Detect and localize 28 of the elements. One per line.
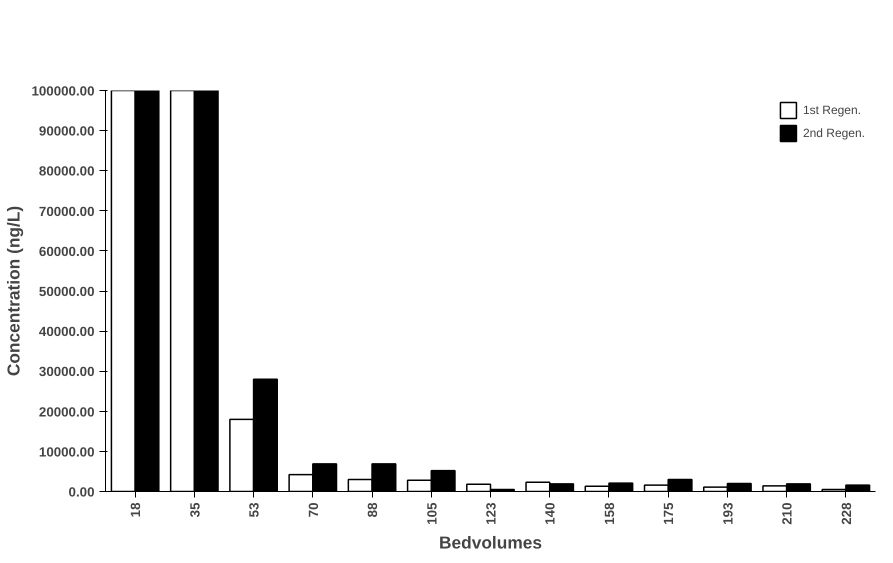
x-tick-label: 228 bbox=[838, 502, 854, 525]
x-tick-label: 53 bbox=[246, 502, 262, 518]
y-tick-label: 60000.00 bbox=[38, 244, 95, 259]
y-axis-title: Concentration (ng/L) bbox=[3, 206, 24, 376]
x-tick-label: 210 bbox=[780, 502, 795, 525]
y-tick-label: 70000.00 bbox=[38, 204, 95, 219]
x-tick-label: 140 bbox=[542, 502, 558, 525]
y-tick-label: 0.00 bbox=[68, 484, 95, 500]
x-axis-title: Bedvolumes bbox=[438, 532, 542, 553]
y-tick-label: 100000.00 bbox=[31, 84, 95, 98]
x-tick-label: 18 bbox=[128, 502, 144, 518]
x-tick-label: 88 bbox=[365, 502, 380, 518]
x-tick-label: 175 bbox=[661, 502, 676, 525]
y-tick-label: 90000.00 bbox=[38, 124, 95, 139]
legend-label: 1st Regen. bbox=[802, 103, 861, 117]
y-tick-label: 80000.00 bbox=[38, 164, 95, 179]
y-tick-label: 30000.00 bbox=[38, 364, 95, 380]
x-tick-label: 193 bbox=[720, 502, 736, 525]
x-tick-label: 105 bbox=[424, 502, 440, 525]
x-tick-label: 158 bbox=[602, 502, 617, 525]
y-tick-label: 50000.00 bbox=[38, 284, 95, 299]
x-tick-label: 70 bbox=[306, 502, 321, 518]
x-tick-label: 123 bbox=[484, 502, 498, 525]
y-tick-label: 40000.00 bbox=[38, 324, 95, 340]
y-tick-label: 10000.00 bbox=[38, 444, 95, 460]
legend-label: 2nd Regen. bbox=[802, 126, 865, 140]
y-tick-label: 20000.00 bbox=[38, 404, 95, 420]
x-tick-label: 35 bbox=[187, 502, 202, 518]
